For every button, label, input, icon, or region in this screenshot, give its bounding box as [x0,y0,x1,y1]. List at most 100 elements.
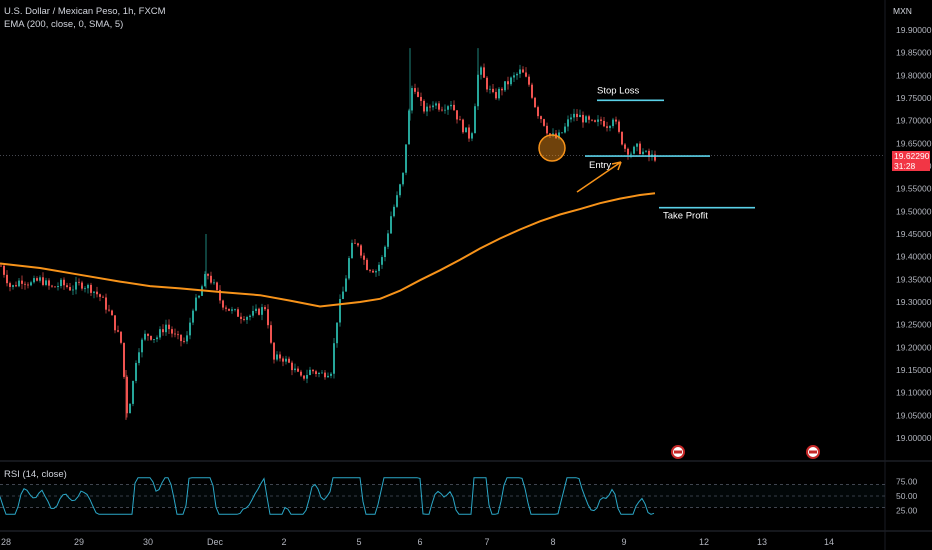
candle-body [162,329,164,333]
candle-body [459,119,461,121]
candle-body [363,255,365,260]
x-tick-label: 6 [417,537,422,547]
candle-body [96,291,98,295]
candle-body [582,114,584,123]
candle-body [15,285,17,287]
candle-body [609,126,611,128]
candle-body [180,334,182,342]
candle-body [159,329,161,338]
chart-title: U.S. Dollar / Mexican Peso, 1h, FXCM [4,6,166,17]
candle-body [504,81,506,91]
candle-body [252,310,254,316]
y-tick-label: 19.65000 [896,138,932,148]
candle-body [600,119,602,121]
candle-body [165,324,167,333]
currency-label: MXN [893,6,912,16]
x-tick-label: 28 [1,537,11,547]
entry-arrowhead [611,161,622,171]
candle-body [63,279,65,286]
rsi-line [0,477,655,515]
candle-body [432,105,434,108]
candle-body [576,113,578,118]
candle-body [297,368,299,372]
candle-body [327,375,329,378]
candle-body [501,88,503,91]
candle-body [393,206,395,217]
y-tick-label: 19.10000 [896,388,932,398]
candle-body [144,333,146,340]
candle-body [21,280,23,284]
candle-body [522,69,524,73]
candle-body [510,77,512,85]
candle-body [273,342,275,360]
candle-body [561,132,563,134]
candle-body [168,324,170,330]
y-tick-label: 19.15000 [896,365,932,375]
candle-body [489,88,491,90]
candle-body [108,309,110,311]
candle-body [9,283,11,287]
candle-body [390,216,392,234]
y-tick-label: 19.70000 [896,116,932,126]
candle-body [57,286,59,288]
candle-body [498,88,500,99]
rsi-tick-label: 50.00 [896,491,918,501]
candle-body [186,335,188,342]
y-tick-label: 19.80000 [896,70,932,80]
candle-body [264,307,266,310]
candle-body [345,278,347,292]
y-tick-label: 19.00000 [896,433,932,443]
candle-body [288,358,290,363]
candle-body [69,287,71,291]
x-tick-label: 5 [356,537,361,547]
candle-body [603,120,605,127]
candle-body [399,184,401,196]
candle-body [255,308,257,311]
candle-body [261,307,263,315]
candle-body [174,333,176,335]
candle-body [588,116,590,120]
candle-body [150,335,152,340]
candle-body [531,84,533,98]
candle-body [627,148,629,155]
candle-body [594,120,596,122]
candle-body [45,280,47,285]
y-tick-label: 19.35000 [896,274,932,284]
x-tick-label: 2 [281,537,286,547]
candle-body [573,113,575,118]
candle-body [78,281,80,283]
candle-body [558,132,560,139]
candle-body [546,125,548,134]
candle-body [474,106,476,134]
candle-body [135,362,137,381]
candle-body [33,278,35,283]
x-tick-label: 29 [74,537,84,547]
candle-body [237,309,239,317]
candle-body [282,358,284,362]
candle-body [648,150,650,157]
candle-body [66,285,68,288]
candle-body [42,277,44,285]
candle-body [360,245,362,256]
candle-body [225,307,227,309]
candle-body [453,104,455,111]
candle-body [519,69,521,74]
candle-body [516,73,518,76]
candle-body [402,172,404,185]
candle-body [639,143,641,155]
candle-body [90,284,92,293]
take-profit-label: Take Profit [663,211,708,222]
entry-label: Entry [589,160,611,171]
candle-body [564,126,566,133]
candle-body [147,333,149,336]
candle-body [615,119,617,122]
candle-body [417,91,419,97]
x-tick-label: 8 [550,537,555,547]
candle-body [336,322,338,344]
candle-body [249,315,251,318]
candle-body [378,264,380,272]
candle-body [75,281,77,290]
candle-body [645,150,647,152]
